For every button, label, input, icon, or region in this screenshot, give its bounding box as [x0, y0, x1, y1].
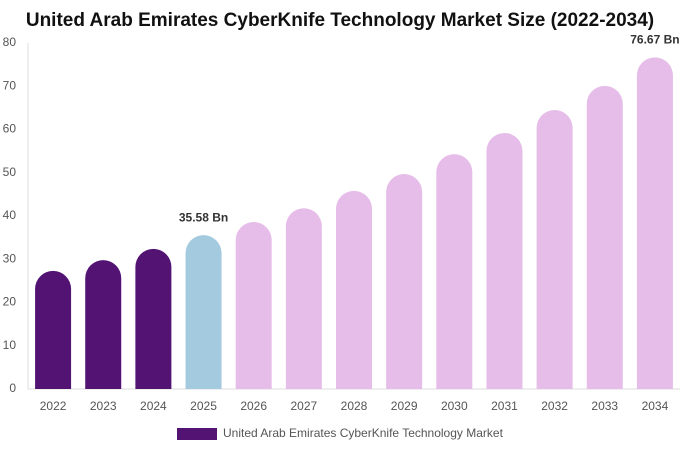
bar: [586, 85, 623, 389]
x-tick-label: 2025: [190, 399, 217, 413]
y-tick-label: 40: [3, 208, 17, 222]
bar: [486, 132, 523, 389]
x-tick-label: 2034: [642, 399, 669, 413]
y-tick-label: 30: [3, 251, 17, 265]
bar: [85, 260, 122, 389]
x-tick-label: 2024: [140, 399, 167, 413]
y-tick-label: 0: [9, 381, 16, 395]
bar: [336, 190, 372, 389]
legend-label: United Arab Emirates CyberKnife Technolo…: [223, 426, 504, 440]
chart-title: United Arab Emirates CyberKnife Technolo…: [26, 10, 654, 31]
y-tick-label: 80: [3, 35, 17, 49]
y-tick-label: 50: [3, 165, 17, 179]
y-tick-label: 20: [3, 295, 17, 309]
y-tick-label: 60: [3, 122, 17, 136]
x-tick-label: 2028: [341, 399, 368, 413]
y-tick-label: 10: [3, 338, 17, 352]
bar: [636, 57, 673, 389]
x-tick-label: 2031: [491, 399, 518, 413]
value-label: 35.58 Bn: [179, 210, 228, 224]
bar: [536, 110, 573, 389]
x-tick-label: 2022: [40, 399, 67, 413]
bar: [436, 154, 473, 389]
bar: [285, 208, 322, 389]
bar: [185, 235, 222, 389]
x-tick-label: 2029: [391, 399, 418, 413]
x-tick-label: 2026: [240, 399, 267, 413]
x-tick-label: 2032: [541, 399, 568, 413]
value-label: 76.67 Bn: [630, 33, 679, 47]
x-tick-label: 2030: [441, 399, 468, 413]
bar: [35, 270, 72, 389]
x-tick-label: 2023: [90, 399, 117, 413]
legend-swatch: [177, 428, 217, 440]
y-tick-label: 70: [3, 78, 17, 92]
x-tick-label: 2027: [290, 399, 317, 413]
bar: [386, 174, 423, 389]
x-tick-label: 2033: [591, 399, 618, 413]
bar: [235, 222, 272, 389]
bar: [135, 248, 172, 389]
